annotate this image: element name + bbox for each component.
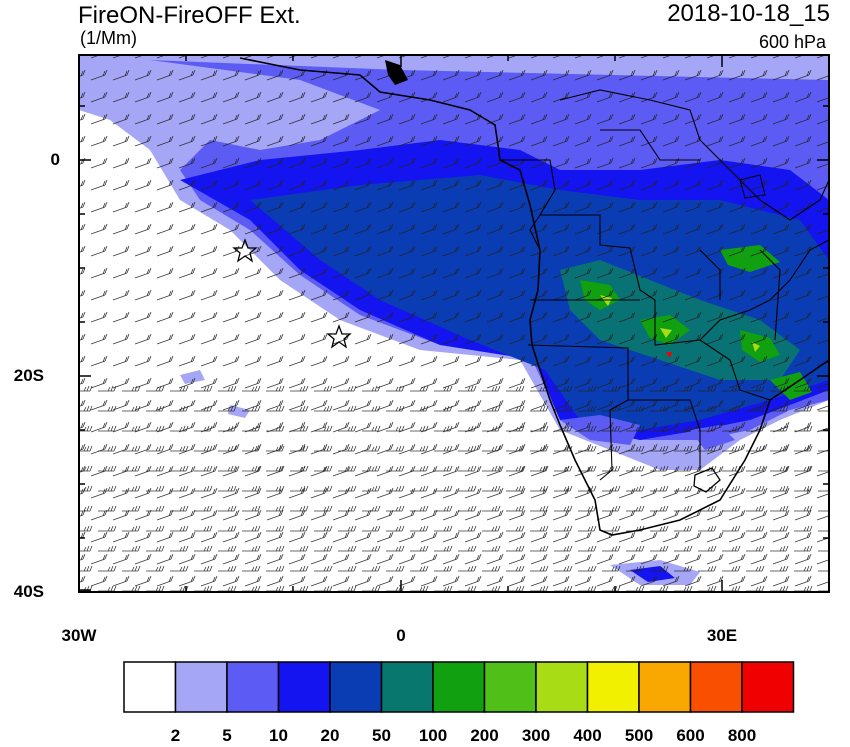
axis-ticks xyxy=(78,55,829,592)
map-title: FireON-FireOFF Ext. xyxy=(78,2,301,29)
colorbar-swatch xyxy=(329,661,383,713)
colorbar-swatch xyxy=(586,661,640,713)
colorbar-swatch xyxy=(638,661,692,713)
colorbar-swatch xyxy=(226,661,280,713)
lake-chad xyxy=(385,60,408,85)
y-tick-0: 0 xyxy=(50,150,60,169)
colorbar-swatch xyxy=(741,661,795,713)
map-area xyxy=(79,55,829,592)
y-tick-40s: 40S xyxy=(13,582,44,601)
colorbar-label: 200 xyxy=(470,726,499,745)
colorbar-swatch xyxy=(535,661,589,713)
colorbar-label: 800 xyxy=(727,726,757,745)
colorbar-label: 50 xyxy=(372,726,391,745)
colorbar-swatch xyxy=(483,661,537,713)
star-marker-ascension xyxy=(232,238,258,263)
colorbar-label: 400 xyxy=(573,726,602,745)
lesotho-border xyxy=(693,467,721,493)
colorbar-swatch xyxy=(277,661,331,713)
x-tick-0: 0 xyxy=(396,626,406,645)
colorbar-label: 600 xyxy=(676,726,705,745)
datetime-label: 2018-10-18_15 xyxy=(667,0,830,27)
colorbar-label: 100 xyxy=(418,726,448,745)
x-tick-30e: 30E xyxy=(706,626,738,645)
wind-barbs-south xyxy=(79,380,829,592)
star-marker-st-helena xyxy=(326,324,352,349)
colorbar-label: 300 xyxy=(521,726,551,745)
africa-coastline xyxy=(239,57,829,536)
colorbar-label: 20 xyxy=(320,726,340,745)
colorbar-label: 5 xyxy=(222,726,232,745)
colorbar-label: 2 xyxy=(170,726,181,745)
pressure-level-label: 600 hPa xyxy=(758,32,826,52)
colorbar-label: 10 xyxy=(269,726,288,745)
country-borders xyxy=(500,89,829,481)
y-tick-20s: 20S xyxy=(13,366,44,385)
lake-victoria xyxy=(739,174,766,199)
colorbar-swatch xyxy=(174,661,228,713)
map-frame xyxy=(78,54,830,593)
colorbar-swatch xyxy=(689,661,743,713)
colorbar-swatch xyxy=(380,661,434,713)
x-tick-30w: 30W xyxy=(61,626,97,645)
units-label: (1/Mm) xyxy=(80,28,137,48)
colorbar-swatch xyxy=(123,661,177,713)
colorbar-label: 500 xyxy=(624,726,654,745)
colorbar xyxy=(123,661,795,713)
colorbar-swatch xyxy=(432,661,486,713)
